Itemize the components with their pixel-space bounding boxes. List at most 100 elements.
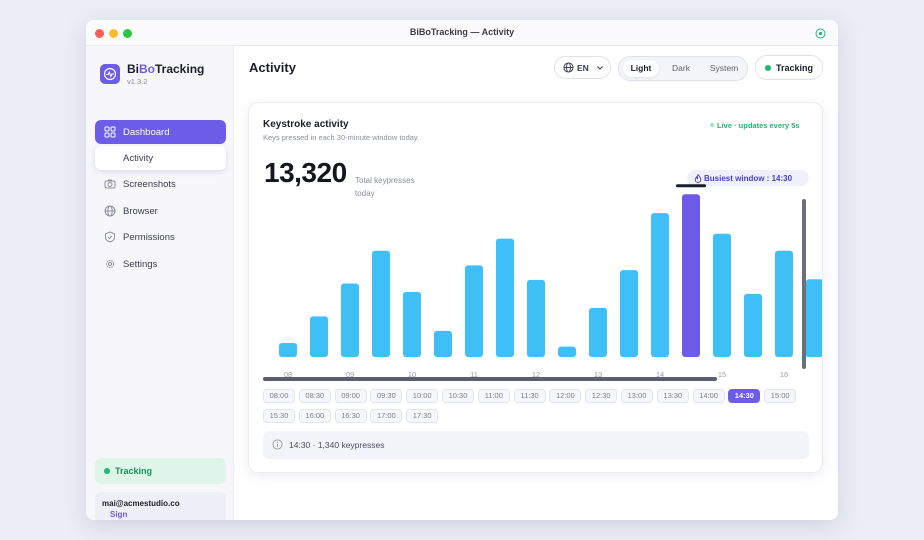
sidebar-item-screenshots[interactable]: Screenshots [95,172,226,196]
chart-bar[interactable] [589,307,607,357]
selected-window-text: 14:30 · 1,340 keypresses [289,440,385,450]
sidebar-item-dashboard[interactable]: Dashboard [95,120,226,144]
card-title: Keystroke activity [263,119,349,130]
chart-bar[interactable] [713,233,731,357]
theme-option-light[interactable]: Light [623,60,659,77]
live-status: Live · updates every 5s [717,121,800,130]
camera-icon [104,179,116,189]
sidebar-item-label: Permissions [123,232,175,243]
app-window: BiBoTracking — Activity BiBoTracking v1.… [86,20,838,520]
close-window-button[interactable] [95,29,104,38]
theme-option-dark[interactable]: Dark [672,63,690,73]
time-chip[interactable]: 11:30 [513,389,546,403]
page-title: Activity [249,60,296,75]
time-chip[interactable]: 09:30 [370,389,403,403]
time-chip[interactable]: 15:00 [764,389,797,403]
chart-bar[interactable] [651,213,669,357]
time-chip[interactable]: 12:30 [585,389,618,403]
x-tick-label: 16 [780,370,788,379]
time-chip[interactable]: 17:00 [370,409,403,423]
time-chip[interactable]: 16:00 [298,409,331,423]
sidebar-item-label: Settings [123,259,158,270]
dashboard-icon [104,126,116,138]
chart-bar[interactable] [341,283,359,357]
status-indicator-icon [815,28,826,39]
activity-logo-icon [103,67,117,81]
chart-bar[interactable] [620,270,638,357]
chart-bar[interactable] [434,330,452,357]
tracking-status[interactable]: Tracking [95,458,226,484]
sidebar-item-label: Activity [123,153,154,164]
sidebar-item-activity[interactable]: Activity [95,146,226,170]
gear-icon [105,259,115,269]
time-chip[interactable]: 16:30 [334,409,367,423]
app-name: BiBoTracking [127,62,204,76]
tracking-button-label: Tracking [776,63,814,73]
time-chip[interactable]: 10:30 [442,389,474,403]
sidebar-item-label: Browser [123,206,158,217]
x-tick-label: 11 [470,370,478,379]
busiest-window-badge: Busiest window : 14:30 [687,170,809,186]
live-dot-icon [710,123,714,127]
x-tick-label: 15 [718,370,726,379]
time-chip[interactable]: 11:00 [477,389,510,403]
brand-part: Bi [127,62,139,76]
window-title: BiBoTracking — Activity [409,27,515,37]
highlight-marker [676,184,706,188]
chart-bar[interactable] [682,194,700,357]
total-keypresses-value: 13,320 [264,157,347,188]
card-subtitle: Keys pressed in each 30-minute window to… [263,133,420,142]
time-chip[interactable]: 12:00 [549,389,582,403]
keystroke-bar-chart: 08 09 10 11 12 13 14 15 16 [263,184,822,381]
time-chip[interactable]: 15:30 [263,409,295,423]
time-chip[interactable]: 08:00 [263,389,295,403]
zoom-window-button[interactable] [123,29,132,38]
status-dot-icon [104,468,110,474]
chart-bar[interactable] [403,292,421,357]
chart-bar[interactable] [496,238,514,357]
x-tick-label: 13 [594,370,602,379]
time-chip[interactable]: 13:30 [656,389,689,403]
time-chip[interactable]: 09:00 [334,389,367,403]
app-logo [100,64,120,84]
chart-bar[interactable] [372,250,390,357]
busiest-window-label: Busiest window : 14:30 [704,174,793,183]
account-card: mai@acmestudio.co Sign out [95,492,226,520]
globe-icon [104,205,116,217]
sidebar-item-label: Screenshots [123,179,176,190]
x-tick-label: 10 [408,370,416,379]
time-chip[interactable]: 13:00 [621,389,653,403]
theme-option-system[interactable]: System [709,63,739,73]
tracking-status-label: Tracking [115,466,153,476]
sign-out-link[interactable]: Sign out [110,510,128,519]
sidebar-item-browser[interactable]: Browser [95,199,226,223]
theme-switcher: Light Dark System [618,56,748,81]
sidebar-item-label: Dashboard [123,127,170,138]
account-email: mai@acmestudio.co [102,499,180,508]
language-select[interactable]: EN [554,56,611,79]
sidebar-item-permissions[interactable]: Permissions [95,225,226,249]
chart-bar[interactable] [558,346,576,357]
chart-vertical-scrollbar[interactable] [802,199,806,369]
x-tick-label: 14 [656,370,664,379]
time-chip[interactable]: 10:00 [406,389,439,403]
brand-part: Tracking [155,62,205,76]
sidebar-item-settings[interactable]: Settings [95,252,226,276]
minimize-window-button[interactable] [109,29,118,38]
chart-bar[interactable] [744,293,762,357]
time-chip[interactable]: 17:30 [406,409,439,423]
time-chip[interactable]: 14:30 [728,389,761,403]
chart-bar[interactable] [775,250,793,357]
sidebar: BiBoTracking v1.3.2 Dashboard Activity S… [86,46,234,520]
time-chip[interactable]: 14:00 [692,389,725,403]
busiest-window-value: 14:30 [771,174,793,183]
chart-bar[interactable] [310,316,328,357]
time-chip[interactable]: 08:30 [298,389,331,403]
chart-bar[interactable] [465,265,483,357]
status-dot-icon [765,65,771,71]
chart-bar[interactable] [527,279,545,357]
chart-bar[interactable] [279,343,297,357]
chevron-down-icon [597,66,603,70]
chart-horizontal-scrollbar[interactable] [263,377,717,381]
tracking-toggle-button[interactable]: Tracking [755,55,823,80]
